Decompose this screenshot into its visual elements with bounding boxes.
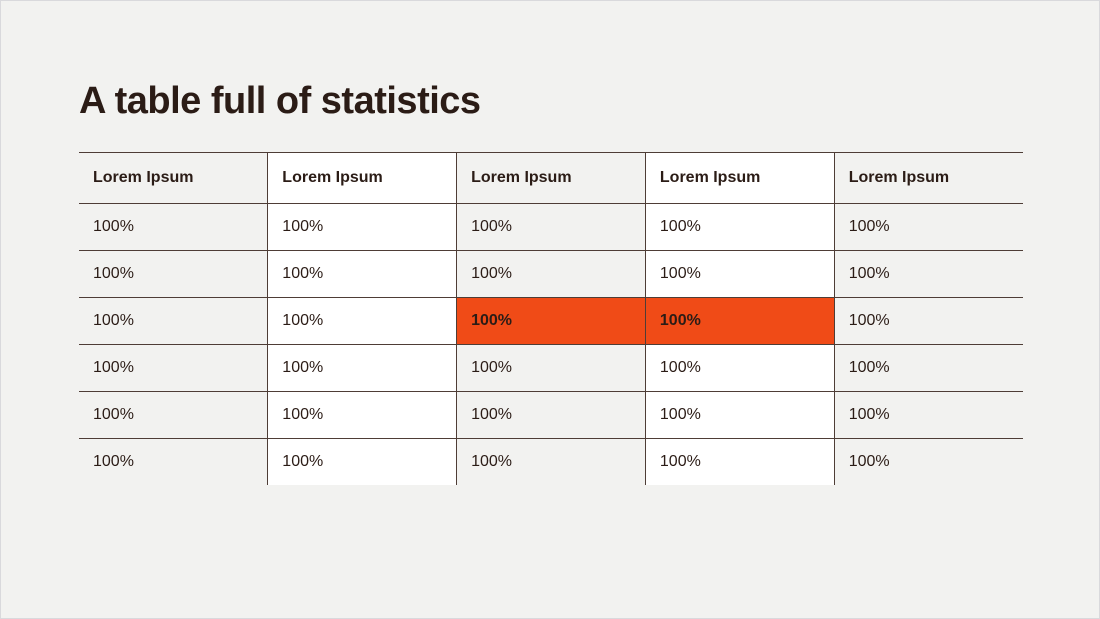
- table-row: 100% 100% 100% 100% 100%: [79, 391, 1023, 438]
- table-cell: 100%: [268, 203, 457, 250]
- table-row: 100% 100% 100% 100% 100%: [79, 203, 1023, 250]
- table-cell: 100%: [457, 438, 646, 485]
- col-header: Lorem Ipsum: [645, 152, 834, 203]
- table-cell: 100%: [645, 438, 834, 485]
- table-cell: 100%: [268, 297, 457, 344]
- table-cell: 100%: [79, 297, 268, 344]
- table-cell: 100%: [268, 344, 457, 391]
- table-cell: 100%: [457, 344, 646, 391]
- table-cell: 100%: [268, 438, 457, 485]
- col-header: Lorem Ipsum: [79, 152, 268, 203]
- table-cell: 100%: [645, 391, 834, 438]
- table-cell: 100%: [79, 438, 268, 485]
- table-cell: 100%: [79, 250, 268, 297]
- table-row: 100% 100% 100% 100% 100%: [79, 344, 1023, 391]
- col-header: Lorem Ipsum: [268, 152, 457, 203]
- table-row: 100% 100% 100% 100% 100%: [79, 250, 1023, 297]
- table-cell: 100%: [457, 391, 646, 438]
- table-cell: 100%: [457, 203, 646, 250]
- col-header: Lorem Ipsum: [834, 152, 1023, 203]
- statistics-table: Lorem Ipsum Lorem Ipsum Lorem Ipsum Lore…: [79, 152, 1023, 485]
- table-cell: 100%: [457, 250, 646, 297]
- table-cell: 100%: [268, 391, 457, 438]
- table-cell: 100%: [79, 344, 268, 391]
- table-cell: 100%: [834, 250, 1023, 297]
- table-cell: 100%: [834, 391, 1023, 438]
- table-cell: 100%: [79, 391, 268, 438]
- table-cell-highlight: 100%: [645, 297, 834, 344]
- table-cell: 100%: [79, 203, 268, 250]
- table-row: 100% 100% 100% 100% 100%: [79, 297, 1023, 344]
- slide-title: A table full of statistics: [79, 79, 499, 124]
- table-header-row: Lorem Ipsum Lorem Ipsum Lorem Ipsum Lore…: [79, 152, 1023, 203]
- table-row: 100% 100% 100% 100% 100%: [79, 438, 1023, 485]
- table-cell: 100%: [834, 438, 1023, 485]
- table-cell: 100%: [834, 203, 1023, 250]
- table-cell: 100%: [268, 250, 457, 297]
- table-cell: 100%: [834, 297, 1023, 344]
- col-header: Lorem Ipsum: [457, 152, 646, 203]
- table-cell: 100%: [645, 250, 834, 297]
- table-cell: 100%: [645, 203, 834, 250]
- table-cell-highlight: 100%: [457, 297, 646, 344]
- slide-canvas: A table full of statistics Lorem Ipsum L…: [1, 1, 1099, 618]
- table-cell: 100%: [645, 344, 834, 391]
- table-cell: 100%: [834, 344, 1023, 391]
